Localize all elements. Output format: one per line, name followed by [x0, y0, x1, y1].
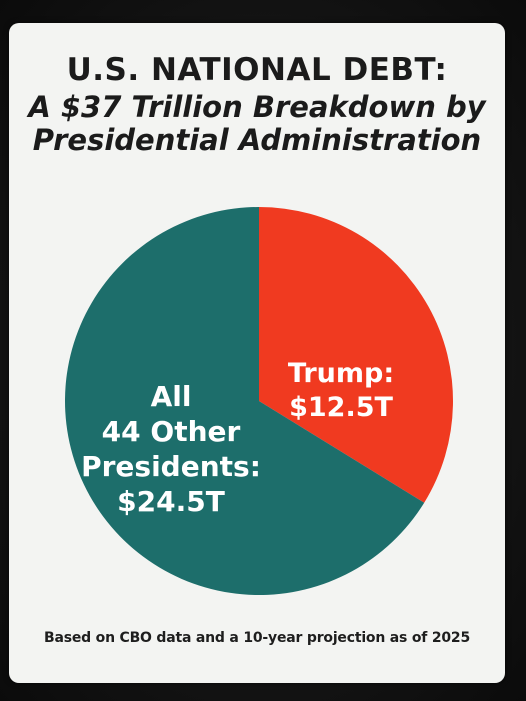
pie-chart: Trump: $12.5T All 44 Other Presidents: $…	[9, 203, 505, 623]
pie-chart-svg	[65, 207, 453, 595]
title-block: U.S. NATIONAL DEBT: A $37 Trillion Break…	[9, 52, 505, 157]
slice-label-trump: Trump: $12.5T	[287, 358, 395, 423]
infographic-card: U.S. NATIONAL DEBT: A $37 Trillion Break…	[9, 23, 505, 683]
pie-slice-other-presidents	[65, 207, 425, 595]
chart-title: U.S. NATIONAL DEBT:	[66, 52, 448, 88]
chart-subtitle: A $37 Trillion Breakdown by Presidential…	[28, 89, 486, 157]
source-footnote: Based on CBO data and a 10-year projecti…	[44, 630, 470, 646]
slice-label-other-presidents: All 44 Other Presidents: $24.5T	[81, 380, 261, 518]
pie-slice-trump	[259, 207, 453, 503]
